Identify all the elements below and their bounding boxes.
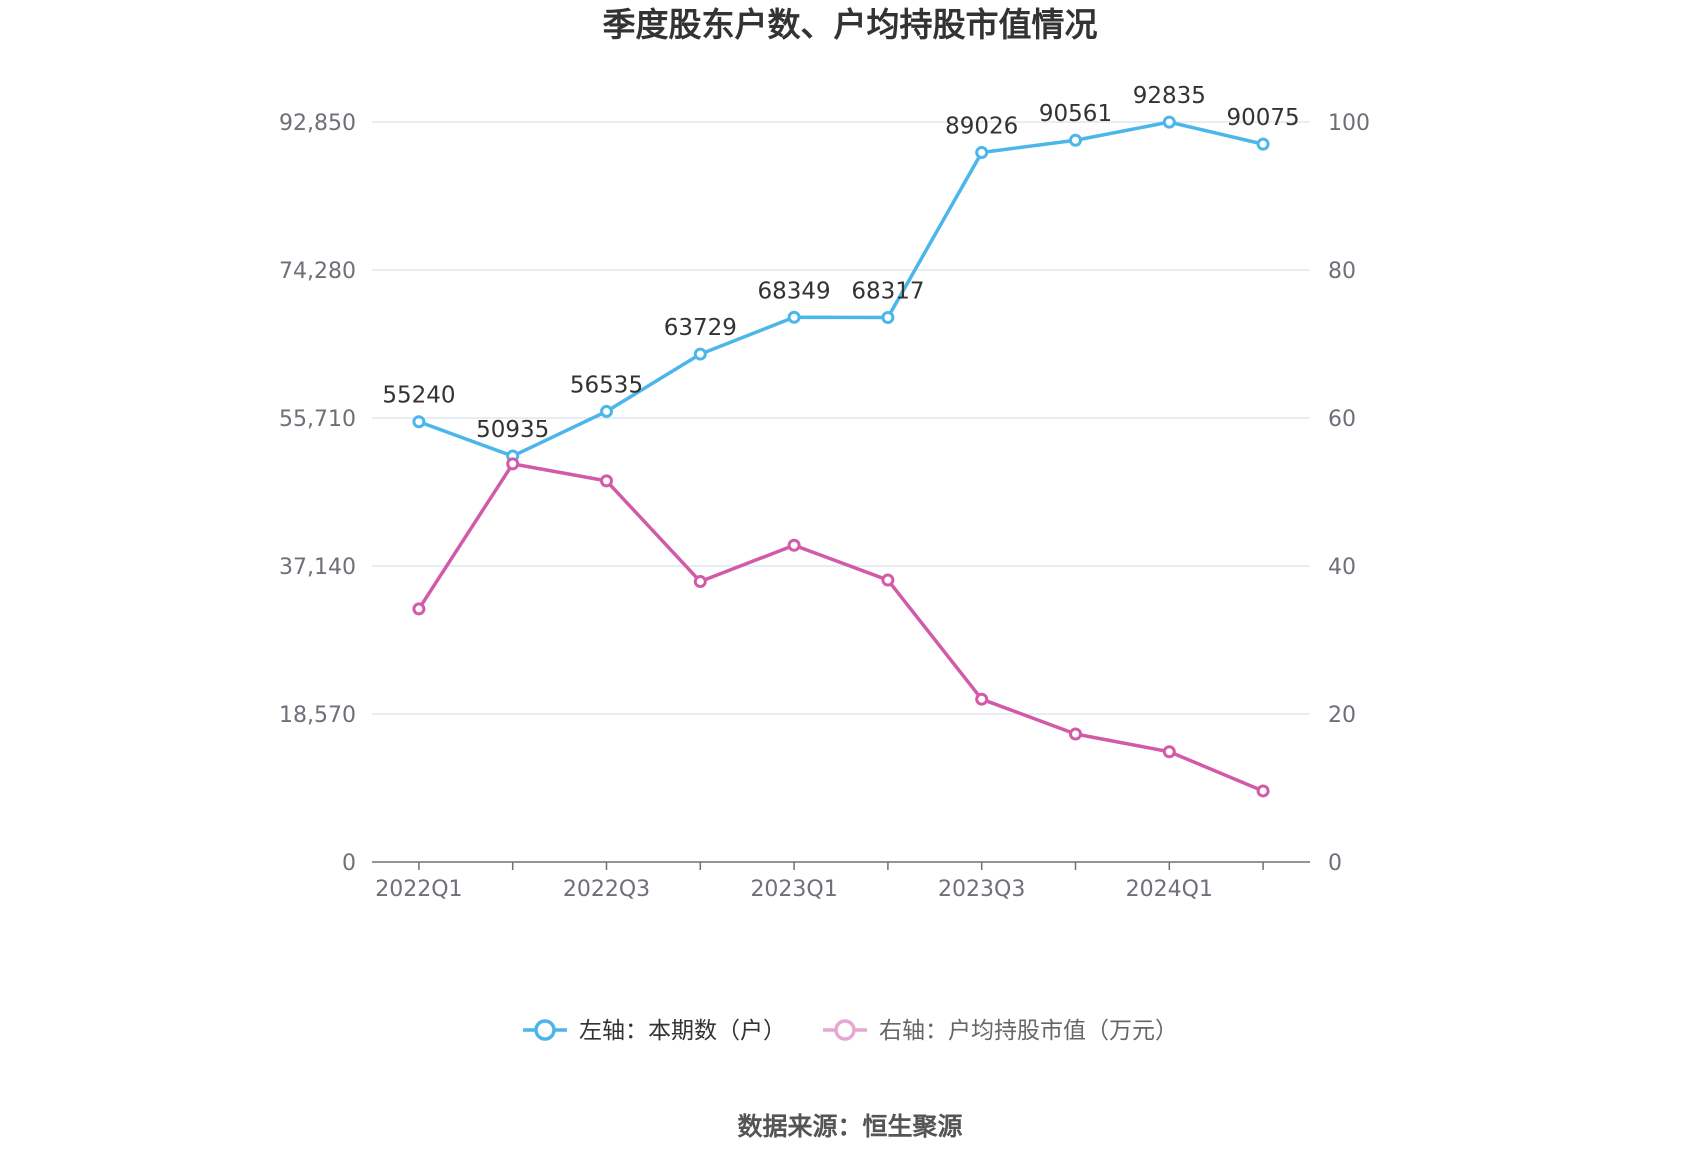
data-label: 90075	[1227, 105, 1300, 131]
data-point	[412, 602, 426, 616]
data-point	[506, 457, 520, 471]
data-point	[1162, 115, 1176, 129]
x-axis-tick-label: 2023Q1	[750, 877, 837, 902]
data-point	[1162, 745, 1176, 759]
data-point	[693, 575, 707, 589]
legend-label: 左轴：本期数（户）	[579, 1018, 786, 1044]
x-axis-tick-label: 2022Q3	[563, 877, 650, 902]
chart-title: 季度股东户数、户均持股市值情况	[603, 5, 1098, 44]
data-point	[412, 415, 426, 429]
data-label: 90561	[1039, 101, 1112, 127]
right-axis-tick-label: 60	[1328, 407, 1356, 432]
source-text: 数据来源：恒生聚源	[737, 1112, 962, 1141]
left-axis-tick-label: 37,140	[279, 555, 356, 580]
data-label: 92835	[1133, 83, 1206, 109]
data-label: 68317	[851, 279, 924, 305]
axis-layer: 0 18,570 37,140 55,710 74,280 92,850 0 20 40 60 80…	[279, 111, 1370, 902]
data-point	[1256, 784, 1270, 798]
data-point	[975, 692, 989, 706]
right-axis-tick-label: 100	[1328, 111, 1370, 136]
data-point	[975, 145, 989, 159]
data-point	[787, 310, 801, 324]
series-line-shareholders	[418, 120, 1264, 458]
data-point	[600, 404, 613, 418]
data-point	[1069, 133, 1082, 147]
x-axis-tick-label: 2024Q1	[1126, 877, 1213, 902]
data-label: 63729	[664, 315, 737, 341]
left-axis-tick-label: 92,850	[279, 111, 356, 136]
legend-circle-marker	[534, 1019, 556, 1041]
data-point	[881, 573, 895, 587]
series-line-avg-holding-value	[417, 462, 1264, 793]
data-label: 56535	[570, 372, 643, 398]
data-point	[1256, 137, 1270, 151]
x-axis-tick-label: 2022Q1	[375, 877, 462, 902]
x-axis-tick-label: 2023Q3	[938, 877, 1025, 902]
legend-circle-marker	[834, 1019, 856, 1041]
legend[interactable]: 左轴：本期数（户） 右轴：户均持股市值（万元）	[523, 1018, 1178, 1044]
left-axis-tick-label: 74,280	[279, 259, 356, 284]
legend-item[interactable]: 左轴：本期数（户）	[523, 1018, 786, 1044]
series-layer	[412, 115, 1270, 798]
data-label-layer: 55240 50935 56535 63729 68349 68317 89026 90561…	[382, 83, 1299, 443]
left-axis-tick-label: 55,710	[279, 407, 356, 432]
legend-item[interactable]: 右轴：户均持股市值（万元）	[823, 1018, 1178, 1044]
legend-label: 右轴：户均持股市值（万元）	[879, 1018, 1178, 1044]
data-point	[787, 538, 801, 552]
data-point	[881, 311, 895, 325]
data-point	[693, 347, 707, 361]
left-axis-tick-label: 18,570	[279, 703, 356, 728]
right-axis-tick-label: 80	[1328, 259, 1356, 284]
left-axis-tick-label: 0	[342, 851, 356, 876]
data-label: 89026	[945, 113, 1018, 139]
data-label: 55240	[382, 383, 455, 409]
grid-layer	[372, 121, 1310, 715]
data-point	[600, 474, 613, 488]
right-axis-tick-label: 20	[1328, 703, 1356, 728]
right-axis-tick-label: 40	[1328, 555, 1356, 580]
data-point	[1069, 727, 1082, 741]
data-label: 68349	[758, 278, 831, 304]
right-axis-tick-label: 0	[1328, 851, 1342, 876]
data-label: 50935	[476, 417, 549, 443]
